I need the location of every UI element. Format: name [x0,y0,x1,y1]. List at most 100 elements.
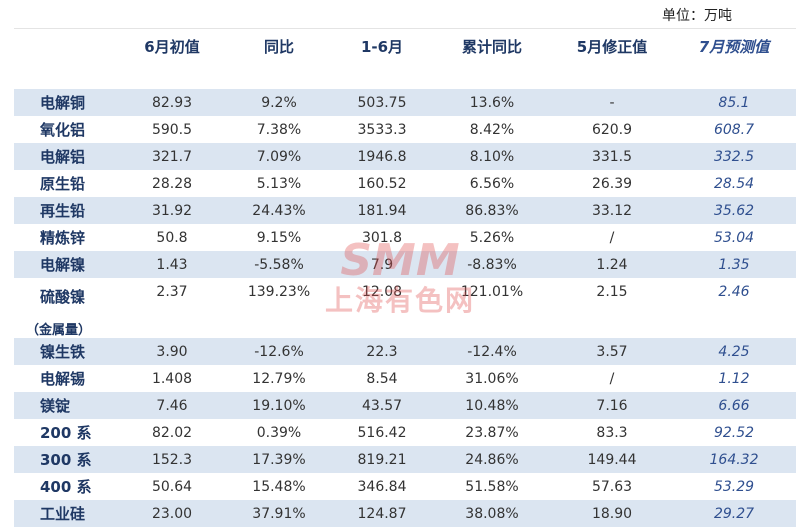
table-cell: / [609,370,615,387]
table-cell: 29.27 [672,500,796,527]
table-cell: 331.5 [552,143,672,170]
header-cell: 1-6月 [332,28,432,63]
header-cell [14,28,118,63]
row-label-text: 原生铅 [40,175,86,193]
table-cell: 57.63 [591,478,633,495]
table-cell: -12.6% [226,338,332,365]
table-cell: 38.08% [432,500,552,527]
table-cell: -12.4% [432,338,552,365]
data-table: 6月初值 同比 1-6月 累计同比 5月修正值 7月预测值 电解铜 82.93 9.2% 503… [14,28,796,527]
table-cell: 23.00 [118,500,226,527]
table-row: 氧化铝 590.5 7.38% 3533.3 8.42% 620.9 608.7 [14,116,796,143]
table-cell: 35.62 [672,197,796,224]
row-label: 硫酸镍 （金属量） [14,278,118,338]
row-label-text: 电解锡 [40,370,86,388]
row-label: 镍生铁 [14,338,118,365]
row-label-text: 电解铜 [40,94,86,112]
table-cell: 26.39 [591,175,633,192]
row-label-text: 400 系 [40,478,92,496]
row-label: 工业硅 [14,500,118,527]
table-cell: 7.38% [256,121,302,138]
header-cell: 6月初值 [118,28,226,63]
table-cell: 82.02 [151,424,193,441]
table-cell: 7.46 [118,392,226,419]
table-row: 电解铜 82.93 9.2% 503.75 13.6% -85.1 [14,89,796,116]
table-cell: 12.79% [252,370,306,387]
row-label-text: 电解镍 [40,256,86,274]
spacer-row [14,63,796,89]
table-row: 400 系 50.64 15.48% 346.84 51.58% 57.63 53.29 [14,473,796,500]
row-label: 精炼锌 [14,224,118,251]
table-cell: 160.52 [357,175,407,192]
row-label: 电解镍 [14,251,118,278]
table-cell: 181.94 [332,197,432,224]
table-cell: 8.10% [432,143,552,170]
table-cell: 10.48% [432,392,552,419]
table-cell: 24.86% [432,446,552,473]
header-cell: 同比 [226,28,332,63]
table-cell: -8.83% [432,251,552,278]
table-row: 电解铝 321.7 7.09% 1946.8 8.10% 331.5 332.5 [14,143,796,170]
table-cell: 516.42 [357,424,407,441]
table-cell: 3.90 [118,338,226,365]
row-label-text: 200 系 [40,424,92,442]
table-cell: 85.1 [672,89,796,116]
table-cell: 1.24 [552,251,672,278]
table-cell: 23.87% [465,424,519,441]
table-row: 200 系 82.02 0.39% 516.42 23.87% 83.3 92.52 [14,419,796,446]
table-row: 镍生铁 3.90 -12.6% 22.3 -12.4% 3.57 4.25 [14,338,796,365]
row-label: 400 系 [14,473,118,500]
table-cell: 2.15 [596,284,628,300]
table-cell: 3533.3 [357,121,407,138]
table-cell: 1.43 [118,251,226,278]
table-cell: 6.66 [672,392,796,419]
table-cell: 31.06% [465,370,519,387]
row-label: 原生铅 [14,170,118,197]
table-row: 再生铅 31.92 24.43% 181.94 86.83% 33.12 35.62 [14,197,796,224]
table-cell: 321.7 [118,143,226,170]
table-cell: 15.48% [252,478,306,495]
table-cell: 121.01% [460,284,524,300]
table-cell: 8.54 [366,370,398,387]
table-cell: 819.21 [332,446,432,473]
table-cell: 22.3 [332,338,432,365]
table-cell: 346.84 [357,478,407,495]
table-row: 300 系 152.3 17.39% 819.21 24.86% 149.44 164.32 [14,446,796,473]
table-cell: 53.29 [713,478,755,495]
table-cell: 3.57 [552,338,672,365]
table-cell: 28.54 [713,175,755,192]
table-cell: 590.5 [151,121,193,138]
table-cell: 620.9 [591,121,633,138]
table-cell: 8.42% [469,121,515,138]
table-cell: 139.23% [247,284,311,300]
table-cell: 7.09% [226,143,332,170]
row-label-text: 再生铅 [40,202,86,220]
table-row: 电解锡 1.408 12.79% 8.54 31.06% / 1.12 [14,365,796,392]
table-cell: 28.28 [151,175,193,192]
row-label: 氧化铝 [14,116,118,143]
table-cell: 5.26% [469,229,515,246]
table-cell: 19.10% [226,392,332,419]
row-label-text: 镁锭 [40,397,71,415]
row-label-note: （金属量） [26,323,92,338]
table-cell: 86.83% [432,197,552,224]
header-cell: 5月修正值 [552,28,672,63]
table-cell: - [552,89,672,116]
table-cell: 50.8 [156,229,188,246]
table-cell: 503.75 [332,89,432,116]
table-cell: / [609,229,615,246]
table-cell: -5.58% [226,251,332,278]
row-label-text: 精炼锌 [40,229,86,247]
row-label-text: 镍生铁 [40,343,86,361]
table-cell: 6.56% [469,175,515,192]
table-cell: 149.44 [552,446,672,473]
table-row: 精炼锌 50.8 9.15% 301.8 5.26% / 53.04 [14,224,796,251]
table-cell: 83.3 [596,424,628,441]
unit-label: 单位：万吨 [662,8,732,24]
row-label-text: 工业硅 [40,505,86,523]
row-label-text: 硫酸镍 [40,288,86,306]
table-cell: 9.2% [226,89,332,116]
row-label-text: 300 系 [40,451,92,469]
table-row: 工业硅 23.00 37.91% 124.87 38.08% 18.90 29.27 [14,500,796,527]
